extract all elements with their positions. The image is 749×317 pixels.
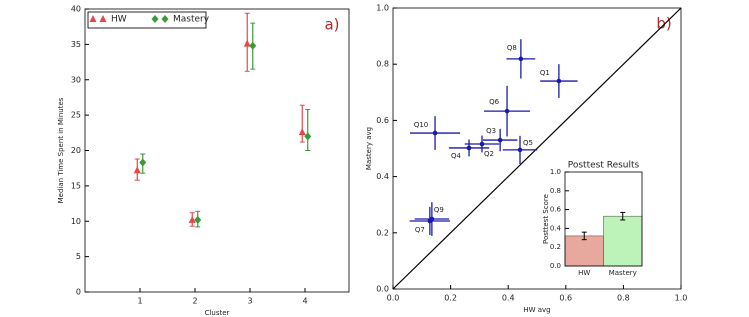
- x-axis-label: HW avg: [523, 306, 550, 314]
- plot-area: [85, 9, 349, 292]
- y-tick-label: 0.6: [376, 116, 389, 125]
- y-tick-label: 35: [71, 40, 81, 49]
- x-tick-label: 0.6: [559, 294, 572, 303]
- y-tick-label: 5: [76, 252, 81, 261]
- point-label: Q3: [486, 127, 496, 135]
- y-tick-label: 1.0: [376, 4, 389, 13]
- legend-label: Mastery: [173, 15, 210, 25]
- legend-box: [87, 11, 207, 29]
- point: [466, 145, 472, 151]
- y-tick-label: 1.0: [550, 168, 561, 176]
- y-tick-label: 0.0: [550, 262, 561, 270]
- point-label: Q8: [507, 44, 517, 52]
- point: [429, 216, 435, 222]
- y-tick-label: 30: [71, 75, 81, 84]
- point-label: Q6: [489, 98, 500, 106]
- point: [432, 130, 438, 136]
- point-label: Q1: [540, 69, 550, 77]
- diagonal: [392, 7, 682, 290]
- y-tick-label: 0: [76, 288, 81, 297]
- point-label: Q9: [434, 206, 444, 214]
- point: [504, 108, 510, 114]
- point: [139, 158, 147, 167]
- y-tick-label: 0.8: [376, 60, 389, 69]
- legend-label: HW: [111, 15, 127, 25]
- y-tick-label: 40: [71, 5, 81, 14]
- point-label: Q7: [415, 226, 425, 234]
- x-tick-label: 0.4: [502, 294, 515, 303]
- y-tick-label: 0.8: [550, 187, 561, 195]
- legend-marker: [99, 15, 107, 22]
- y-axis-label: Posttest Score: [542, 194, 550, 244]
- point: [188, 215, 196, 223]
- point: [556, 78, 562, 84]
- inset-title: Posttest Results: [568, 161, 640, 171]
- x-tick-label: 0.8: [617, 294, 630, 303]
- point-label: Q10: [414, 121, 428, 129]
- x-tick-label: 0.0: [387, 294, 400, 303]
- point: [497, 137, 503, 143]
- point: [249, 41, 257, 50]
- x-tick-label: 1.0: [675, 294, 688, 303]
- x-tick-label: 1: [137, 297, 142, 306]
- point: [518, 56, 524, 62]
- y-tick-label: 0.0: [376, 285, 389, 294]
- y-tick-label: 10: [71, 217, 81, 226]
- point-label: Q5: [523, 139, 533, 147]
- y-tick-label: 25: [71, 111, 81, 120]
- point-label: Q2: [484, 150, 494, 158]
- axes-frame: [84, 8, 350, 293]
- axes-frame: [564, 171, 643, 267]
- legend-marker: [151, 15, 159, 23]
- point: [517, 147, 523, 153]
- x-tick-label: 2: [192, 297, 197, 306]
- point: [298, 128, 306, 136]
- point: [194, 215, 202, 224]
- axes-frame: [392, 7, 682, 290]
- x-tick-label: Mastery: [609, 269, 637, 277]
- y-axis-label: Median Time Spent in Minutes: [57, 97, 65, 203]
- y-tick-label: 0.2: [376, 228, 389, 237]
- point-label: Q4: [451, 152, 462, 160]
- point: [243, 39, 251, 47]
- y-tick-label: 15: [71, 181, 81, 190]
- x-tick-label: HW: [578, 269, 590, 277]
- panel-label: a): [324, 16, 339, 34]
- y-tick-label: 20: [71, 146, 81, 155]
- legend-marker: [89, 15, 97, 22]
- y-tick-label: 0.4: [550, 224, 562, 232]
- bar: [564, 235, 604, 267]
- x-tick-label: 4: [302, 297, 307, 306]
- legend-marker: [161, 15, 169, 23]
- x-tick-label: 0.2: [444, 294, 457, 303]
- bar: [603, 215, 643, 267]
- y-tick-label: 0.4: [376, 172, 389, 181]
- x-axis-label: Cluster: [205, 309, 230, 317]
- x-tick-label: 3: [247, 297, 252, 306]
- point: [133, 166, 141, 174]
- point: [304, 132, 312, 141]
- y-tick-label: 0.6: [550, 206, 562, 214]
- y-tick-label: 0.2: [550, 243, 561, 251]
- point: [479, 141, 485, 147]
- y-axis-label: Mastery avg: [365, 127, 373, 170]
